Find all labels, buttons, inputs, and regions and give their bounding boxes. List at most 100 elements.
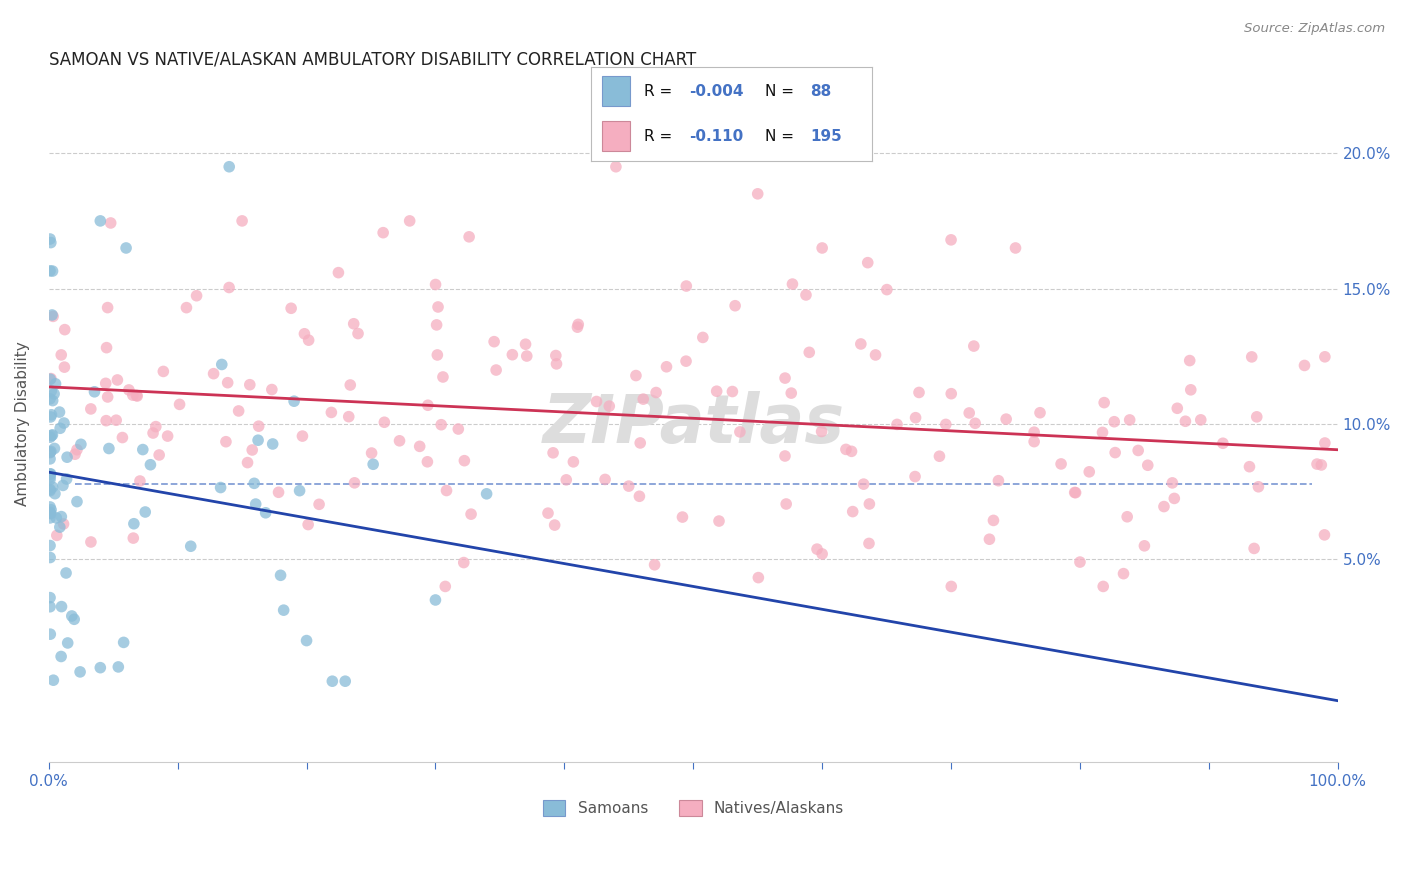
Point (430, 417, 453, 432)
Point (39, 235, 62, 250)
Point (308, 497, 330, 511)
Point (543, 518, 565, 533)
Point (1092, 395, 1115, 409)
Point (39, 470, 62, 484)
Point (628, 436, 651, 450)
Point (1136, 458, 1159, 473)
Point (707, 514, 730, 528)
Point (343, 475, 366, 490)
Point (447, 422, 470, 436)
Point (142, 425, 165, 440)
Point (243, 476, 266, 491)
Point (427, 300, 450, 314)
Point (1313, 436, 1336, 450)
Point (1112, 566, 1135, 581)
Point (122, 516, 145, 531)
Point (66, 442, 89, 457)
Point (262, 437, 284, 451)
Point (42, 310, 65, 324)
Point (811, 241, 834, 255)
Point (806, 542, 828, 557)
Point (245, 497, 267, 511)
Point (39, 467, 62, 481)
Point (56, 636, 79, 650)
Point (107, 660, 129, 674)
Point (360, 446, 382, 460)
Point (773, 449, 796, 463)
Point (1313, 350, 1336, 364)
Point (335, 674, 357, 689)
Point (516, 349, 538, 363)
Point (1063, 485, 1085, 500)
Point (297, 517, 319, 532)
Point (51, 509, 73, 524)
Point (605, 160, 627, 174)
Point (865, 348, 887, 362)
Point (125, 388, 148, 402)
Text: R =: R = (644, 84, 678, 99)
Point (41, 408, 63, 422)
Point (425, 277, 447, 292)
Point (260, 383, 283, 397)
Point (41, 428, 63, 442)
Point (671, 510, 693, 524)
Point (53, 323, 76, 337)
Point (39, 472, 62, 486)
Point (39, 599, 62, 614)
Point (228, 404, 250, 418)
Point (247, 419, 270, 434)
Point (89, 661, 111, 675)
Point (1004, 241, 1026, 255)
Point (217, 376, 239, 390)
Point (1166, 401, 1188, 416)
Point (176, 301, 198, 315)
Point (858, 497, 880, 511)
Point (49, 421, 72, 435)
Point (39, 372, 62, 386)
Point (501, 348, 523, 362)
Point (111, 431, 134, 445)
Point (1243, 541, 1265, 556)
Point (794, 288, 817, 302)
Point (724, 299, 747, 313)
Point (39, 483, 62, 497)
Point (83, 384, 105, 399)
Point (145, 419, 167, 434)
Point (1024, 425, 1046, 440)
Point (655, 359, 678, 374)
Point (39, 409, 62, 424)
Point (240, 442, 263, 457)
Point (1091, 425, 1114, 440)
Point (39, 467, 62, 481)
Point (1102, 415, 1125, 429)
Point (39, 505, 62, 519)
Point (270, 568, 292, 582)
Point (849, 337, 872, 351)
Point (935, 417, 957, 432)
Point (337, 409, 360, 424)
Point (53, 416, 76, 430)
Point (1128, 443, 1150, 458)
Point (112, 635, 135, 649)
Point (983, 513, 1005, 527)
Point (42, 387, 65, 401)
Point (39, 500, 62, 514)
Point (567, 320, 589, 334)
Point (70, 437, 93, 451)
Point (747, 186, 769, 201)
Point (239, 377, 262, 392)
Point (617, 479, 640, 493)
Point (105, 373, 128, 387)
Point (1247, 480, 1270, 494)
Point (598, 399, 620, 413)
Point (1163, 491, 1185, 506)
Point (66, 494, 89, 508)
Point (562, 455, 585, 469)
Point (186, 289, 208, 303)
Point (280, 301, 302, 316)
Point (585, 394, 607, 409)
Point (460, 507, 482, 521)
Point (134, 505, 156, 519)
Point (152, 364, 174, 378)
Point (55, 472, 77, 486)
